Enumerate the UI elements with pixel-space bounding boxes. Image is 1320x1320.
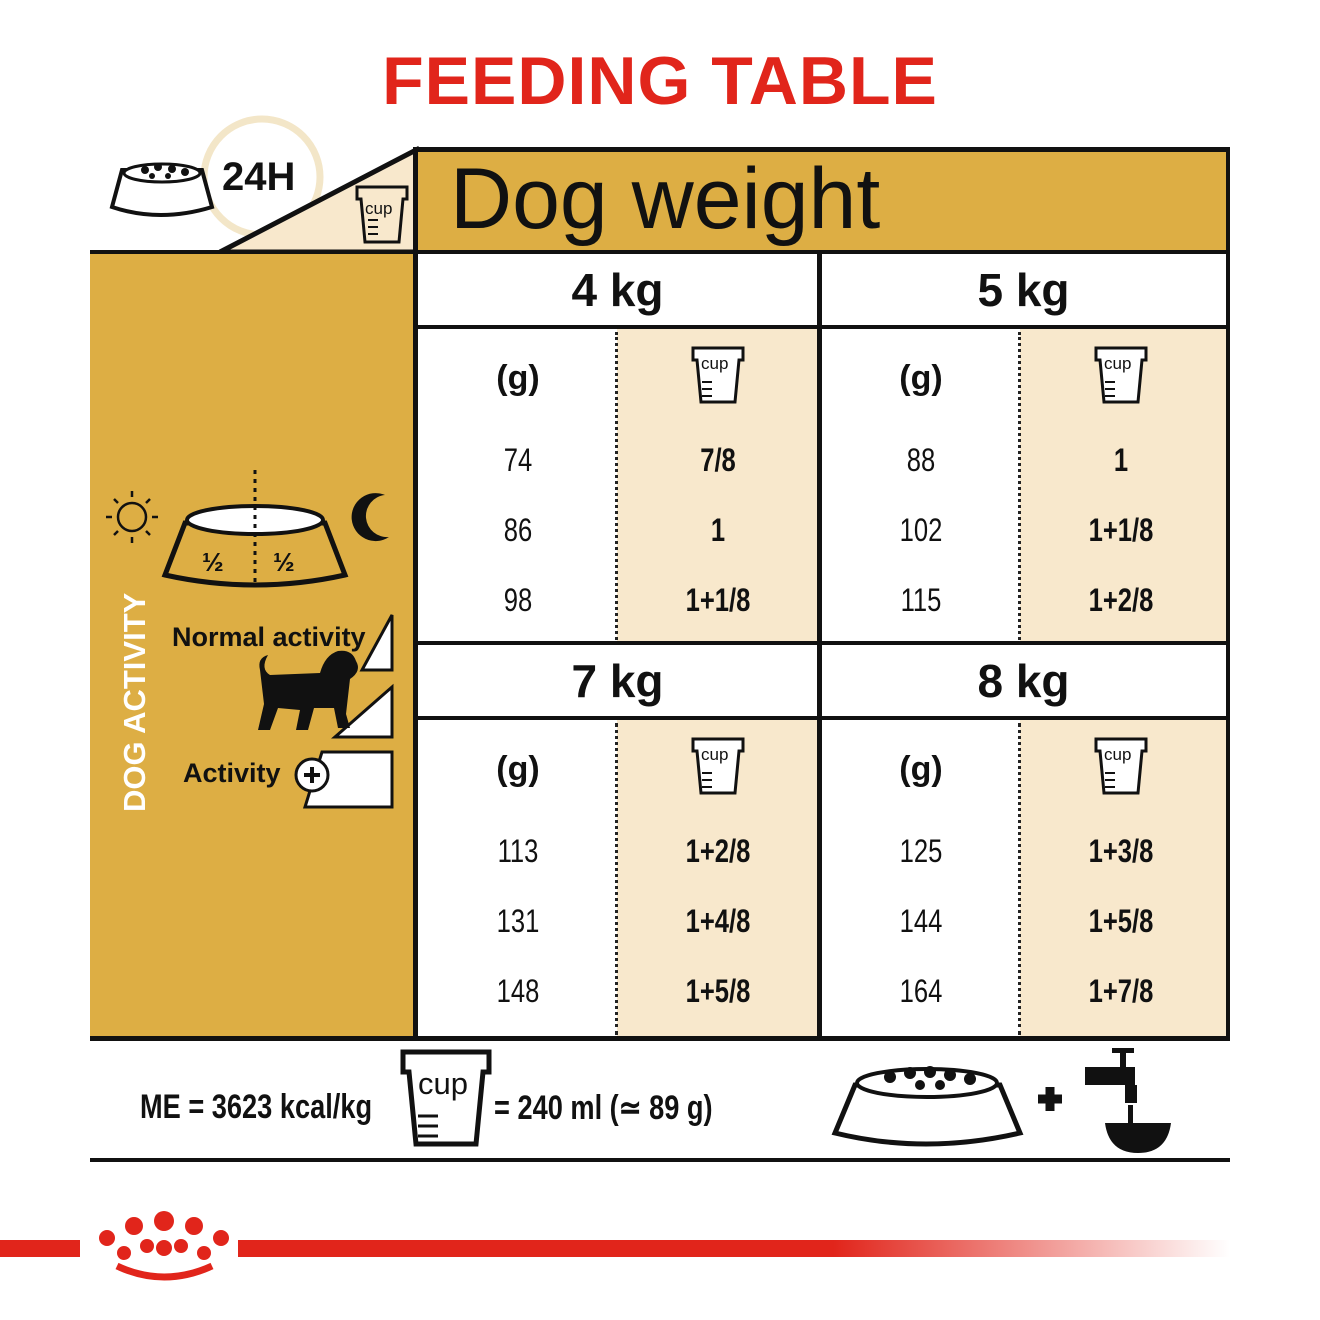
- cup-value: 1+5/8: [1088, 903, 1154, 939]
- divider: [90, 1158, 1230, 1162]
- weight-header: 4 kg: [418, 254, 817, 325]
- divider: [90, 1036, 1230, 1041]
- grams-value: 88: [906, 442, 936, 478]
- normal-activity-label: Normal activity: [172, 622, 366, 652]
- cup-value: 1+1/8: [685, 582, 751, 618]
- cup-value: 1+1/8: [1088, 512, 1154, 548]
- food-bowl-icon: [831, 1066, 1024, 1147]
- grams-value: 144: [899, 903, 943, 939]
- food-bowl-icon: [161, 470, 349, 588]
- weight-block: 5 kg (g) cup 88 1 102 1+1/8 115 1+2/8: [818, 254, 1230, 644]
- cup-value: 1+3/8: [1088, 833, 1154, 869]
- grams-header: (g): [496, 750, 540, 788]
- grams-header: (g): [899, 750, 943, 788]
- dog-weight-label: Dog weight: [450, 151, 881, 247]
- column-divider: [615, 723, 618, 1035]
- cup-label: cup: [365, 199, 393, 218]
- divider: [415, 641, 1230, 645]
- grams-value: 125: [899, 833, 943, 869]
- weight-header: 7 kg: [418, 645, 817, 716]
- weight-block: 8 kg (g) cup 125 1+3/8 144 1+5/8 164 1+7/8: [818, 645, 1230, 1038]
- cup-icon: cup: [1093, 735, 1149, 800]
- divider: [415, 325, 820, 329]
- weight-header: 5 kg: [821, 254, 1226, 325]
- cup-label: cup: [418, 1066, 468, 1101]
- cup-icon: cup: [1093, 344, 1149, 409]
- weight-block: 7 kg (g) cup 113 1+2/8 131 1+4/8 148 1+5/8: [415, 645, 823, 1038]
- dog-activity-label: DOG ACTIVITY: [117, 592, 152, 812]
- grams-value: 164: [899, 973, 943, 1009]
- plus-icon: [1038, 1087, 1062, 1111]
- cup-icon: cup: [690, 344, 746, 409]
- half-left-label: ½: [202, 547, 224, 577]
- page-title: FEEDING TABLE: [382, 43, 938, 119]
- weight-block: 4 kg (g) cup 74 7/8 86 1 98 1+1/8: [415, 254, 823, 644]
- brand-band: [0, 1240, 80, 1257]
- column-divider: [1018, 332, 1021, 640]
- grams-value: 113: [497, 833, 539, 869]
- activity-illustration: [106, 470, 394, 809]
- grams-value: 98: [503, 582, 533, 618]
- cup-icon: cup: [690, 735, 746, 800]
- duration-label: 24H: [222, 155, 296, 199]
- cup-value: 1+5/8: [685, 973, 751, 1009]
- divider: [818, 325, 1230, 329]
- brand-crown-logo: [99, 1211, 229, 1281]
- cup-label: cup: [701, 354, 729, 373]
- grams-value: 74: [503, 442, 533, 478]
- sun-icon: [106, 491, 158, 543]
- energy-label: ME = 3623 kcal/kg: [140, 1088, 373, 1126]
- divider: [415, 716, 820, 720]
- grams-value: 115: [900, 582, 942, 618]
- grams-value: 148: [496, 973, 540, 1009]
- cup-value: 1: [710, 512, 726, 548]
- cup-value: 1+4/8: [685, 903, 751, 939]
- dog-weight-header: Dog weight: [415, 147, 1230, 254]
- cup-icon: [400, 1049, 492, 1147]
- cup-label: cup: [701, 745, 729, 764]
- cup-value: 1+2/8: [1088, 582, 1154, 618]
- dog-silhouette-icon: [258, 650, 358, 730]
- weight-header: 8 kg: [821, 645, 1226, 716]
- column-divider: [615, 332, 618, 640]
- cup-label: cup: [1104, 745, 1132, 764]
- brand-band: [238, 1240, 1230, 1257]
- cup-value: 1+2/8: [685, 833, 751, 869]
- cup-value: 7/8: [700, 442, 736, 478]
- food-bowl-icon: [109, 162, 215, 217]
- water-tap-icon: [1085, 1048, 1171, 1153]
- activity-panel: [90, 254, 415, 1037]
- corner-illustration: [109, 115, 419, 255]
- grams-header: (g): [496, 359, 540, 397]
- divider: [817, 254, 822, 1039]
- divider: [413, 147, 418, 1039]
- cup-icon: [355, 185, 409, 244]
- cup-value: 1+7/8: [1088, 973, 1154, 1009]
- divider: [90, 250, 1230, 255]
- moon-icon: [351, 493, 389, 542]
- column-divider: [1018, 723, 1021, 1035]
- grams-value: 102: [899, 512, 943, 548]
- activity-label: Activity: [183, 758, 281, 788]
- cup-value: 1: [1113, 442, 1129, 478]
- cup-equivalence: = 240 ml (≃ 89 g): [494, 1089, 713, 1127]
- grams-header: (g): [899, 359, 943, 397]
- grams-value: 131: [496, 903, 540, 939]
- grams-value: 86: [503, 512, 533, 548]
- cup-label: cup: [1104, 354, 1132, 373]
- divider: [1226, 147, 1230, 1039]
- food-and-water-illustration: [831, 1048, 1171, 1153]
- half-right-label: ½: [273, 547, 295, 577]
- divider: [818, 716, 1230, 720]
